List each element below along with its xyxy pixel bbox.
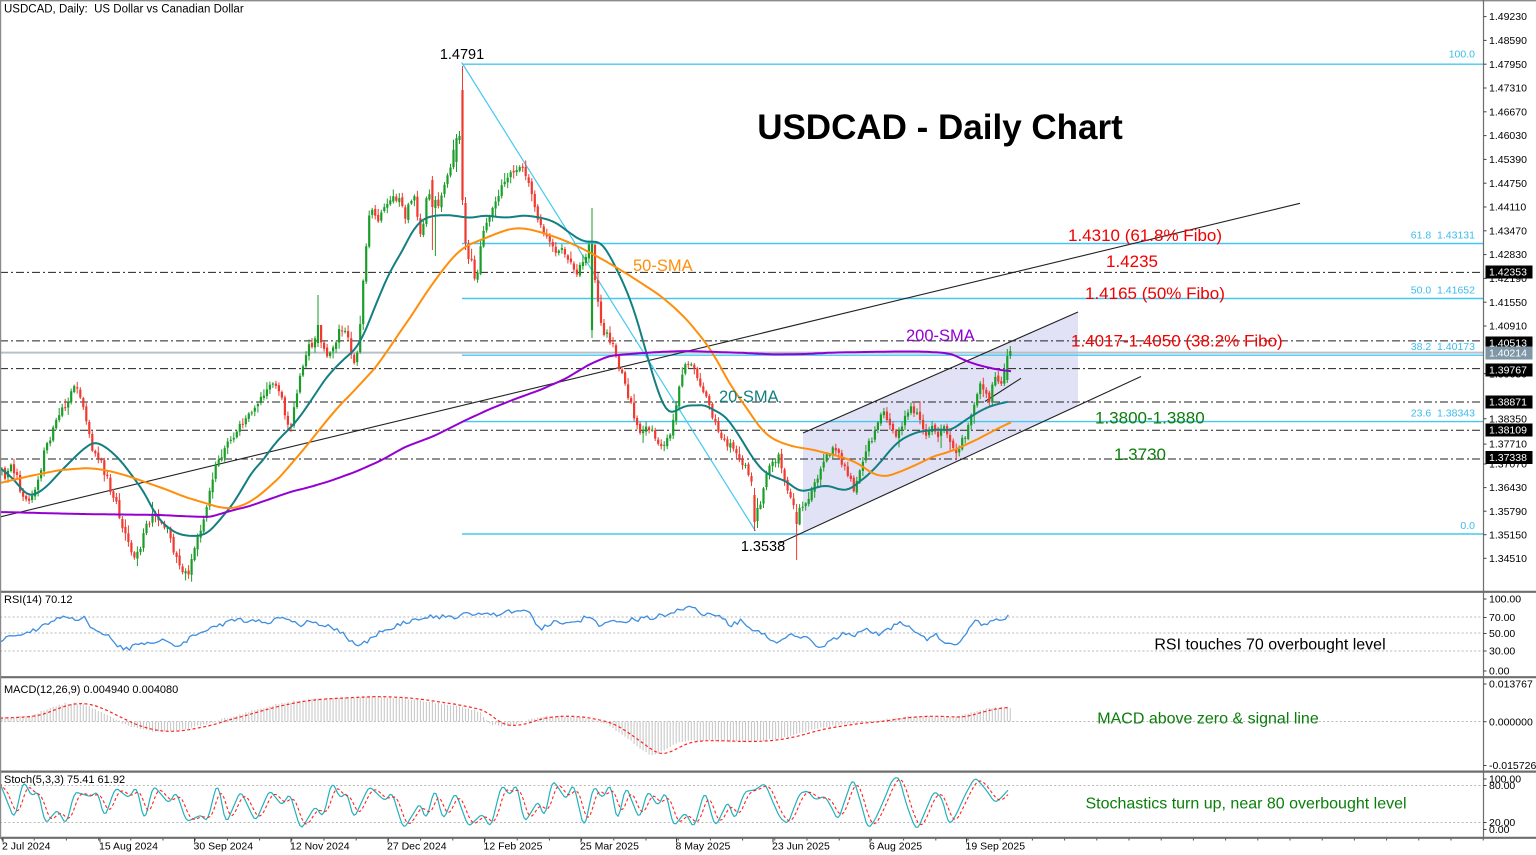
svg-text:Stoch(5,3,3) 75.41 61.92: Stoch(5,3,3) 75.41 61.92 <box>4 774 125 786</box>
svg-text:1.35150: 1.35150 <box>1489 529 1527 541</box>
svg-text:-0.015726: -0.015726 <box>1489 760 1536 772</box>
svg-text:1.3800-1.3880: 1.3800-1.3880 <box>1095 408 1205 427</box>
svg-text:1.45390: 1.45390 <box>1489 154 1527 166</box>
svg-text:1.34510: 1.34510 <box>1489 553 1527 565</box>
svg-text:USDCAD, Daily: US Dollar vs C: USDCAD, Daily: US Dollar vs Canadian Dol… <box>4 4 244 16</box>
svg-text:8 May 2025: 8 May 2025 <box>676 841 731 853</box>
svg-text:1.35790: 1.35790 <box>1489 506 1527 518</box>
svg-text:1.49230: 1.49230 <box>1489 11 1527 23</box>
svg-text:1.36430: 1.36430 <box>1489 482 1527 494</box>
svg-text:1.4165 (50% Fibo): 1.4165 (50% Fibo) <box>1085 284 1225 303</box>
svg-text:61.8 1.43131: 61.8 1.43131 <box>1411 230 1475 242</box>
svg-text:30 Sep 2024: 30 Sep 2024 <box>194 841 254 853</box>
svg-text:1.38350: 1.38350 <box>1489 413 1527 425</box>
svg-text:1.48590: 1.48590 <box>1489 35 1527 47</box>
svg-text:20.00: 20.00 <box>1489 817 1515 829</box>
svg-text:1.37338: 1.37338 <box>1489 452 1527 464</box>
svg-text:1.3538: 1.3538 <box>741 539 785 555</box>
svg-text:1.43470: 1.43470 <box>1489 225 1527 237</box>
svg-text:6 Aug 2025: 6 Aug 2025 <box>869 841 922 853</box>
svg-text:USDCAD - Daily Chart: USDCAD - Daily Chart <box>757 108 1123 147</box>
svg-text:0.0: 0.0 <box>1460 520 1475 532</box>
svg-text:27 Dec 2024: 27 Dec 2024 <box>387 841 447 853</box>
svg-text:MACD(12,26,9) 0.004940 0.00408: MACD(12,26,9) 0.004940 0.004080 <box>4 684 178 696</box>
svg-text:1.47950: 1.47950 <box>1489 59 1527 71</box>
svg-text:0.000000: 0.000000 <box>1489 716 1533 728</box>
svg-text:1.4235: 1.4235 <box>1106 252 1158 271</box>
svg-text:100.0: 100.0 <box>1449 49 1475 61</box>
svg-text:50.00: 50.00 <box>1489 628 1515 640</box>
svg-text:1.47310: 1.47310 <box>1489 83 1527 95</box>
svg-text:100.00: 100.00 <box>1489 594 1521 606</box>
svg-text:30.00: 30.00 <box>1489 646 1515 658</box>
svg-text:25 Mar 2025: 25 Mar 2025 <box>580 841 639 853</box>
svg-text:1.38871: 1.38871 <box>1489 397 1527 409</box>
svg-text:1.4791: 1.4791 <box>440 47 484 63</box>
svg-text:100.00: 100.00 <box>1489 774 1521 786</box>
svg-text:15 Aug 2024: 15 Aug 2024 <box>99 841 158 853</box>
svg-text:70.00: 70.00 <box>1489 612 1515 624</box>
svg-text:Stochastics turn up, near 80 o: Stochastics turn up, near 80 overbought … <box>1085 796 1406 813</box>
svg-text:1.4017-1.4050 (38.2% Fibo): 1.4017-1.4050 (38.2% Fibo) <box>1071 332 1283 351</box>
svg-text:200-SMA: 200-SMA <box>906 327 975 345</box>
svg-text:1.41550: 1.41550 <box>1489 297 1527 309</box>
svg-text:1.46670: 1.46670 <box>1489 106 1527 118</box>
svg-text:12 Feb 2025: 12 Feb 2025 <box>484 841 543 853</box>
svg-text:RSI touches 70 overbought leve: RSI touches 70 overbought level <box>1154 637 1385 654</box>
svg-text:0.00: 0.00 <box>1489 666 1510 678</box>
svg-text:38.2 1.40173: 38.2 1.40173 <box>1411 341 1475 353</box>
svg-text:1.42353: 1.42353 <box>1489 267 1527 279</box>
svg-text:1.3730: 1.3730 <box>1114 445 1166 464</box>
svg-text:1.40214: 1.40214 <box>1489 348 1527 360</box>
svg-text:1.44110: 1.44110 <box>1489 202 1526 214</box>
svg-text:1.39767: 1.39767 <box>1489 365 1527 377</box>
svg-text:1.37710: 1.37710 <box>1489 439 1527 451</box>
svg-text:23 Jun 2025: 23 Jun 2025 <box>772 841 830 853</box>
svg-text:RSI(14) 70.12: RSI(14) 70.12 <box>4 594 72 606</box>
svg-text:1.38109: 1.38109 <box>1489 425 1527 437</box>
svg-text:12 Nov 2024: 12 Nov 2024 <box>290 841 350 853</box>
svg-text:1.46030: 1.46030 <box>1489 130 1527 142</box>
svg-text:19 Sep 2025: 19 Sep 2025 <box>966 841 1026 853</box>
svg-text:50.0 1.41652: 50.0 1.41652 <box>1411 285 1475 297</box>
svg-text:1.42830: 1.42830 <box>1489 249 1527 261</box>
svg-text:23.6 1.38343: 23.6 1.38343 <box>1411 408 1475 420</box>
svg-text:0.00: 0.00 <box>1489 824 1510 836</box>
svg-text:MACD above zero & signal line: MACD above zero & signal line <box>1097 711 1319 728</box>
svg-text:50-SMA: 50-SMA <box>633 257 693 275</box>
svg-text:80.00: 80.00 <box>1489 780 1515 792</box>
svg-text:1.44750: 1.44750 <box>1489 178 1527 190</box>
svg-text:20-SMA: 20-SMA <box>719 388 779 406</box>
svg-text:1.40910: 1.40910 <box>1489 321 1527 333</box>
svg-text:0.013767: 0.013767 <box>1489 679 1533 691</box>
svg-text:2 Jul 2024: 2 Jul 2024 <box>2 841 51 853</box>
svg-text:1.4310 (61.8% Fibo): 1.4310 (61.8% Fibo) <box>1068 226 1222 245</box>
